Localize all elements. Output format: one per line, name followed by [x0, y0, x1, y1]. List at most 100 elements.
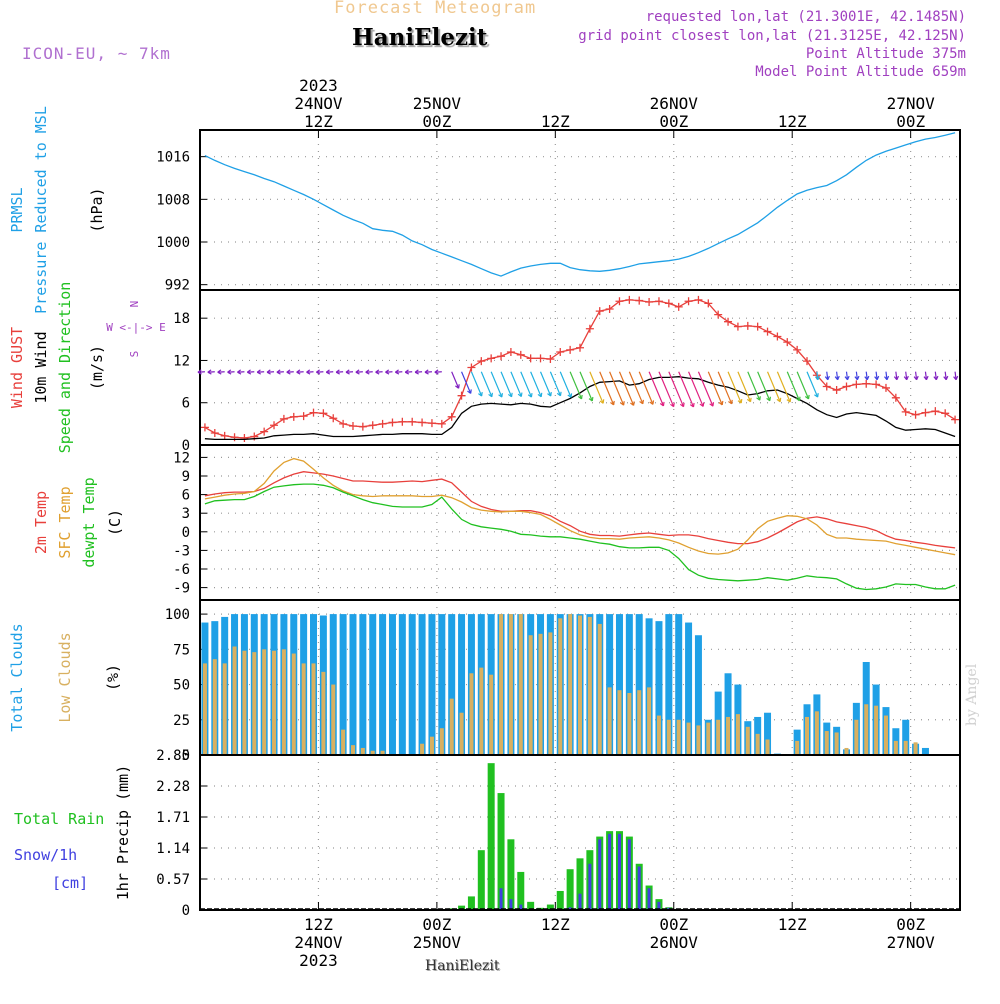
snow-bar	[568, 907, 572, 910]
y-tick-label: 1008	[156, 192, 190, 208]
y-tick-label: 0	[182, 525, 190, 541]
low-cloud-bar	[311, 663, 316, 755]
low-cloud-bar	[360, 747, 365, 755]
wind-arrow	[954, 371, 957, 380]
wind-arrow-head	[854, 375, 860, 381]
rain-bar	[527, 901, 535, 910]
wind-arrow-head	[718, 400, 724, 406]
wind-arrow-head	[345, 369, 350, 375]
wind-arrow-head	[286, 369, 291, 375]
wind-arrow	[549, 371, 562, 396]
low-cloud-bar	[656, 715, 661, 755]
rain-bar	[517, 871, 525, 910]
wind-arrow-head	[795, 396, 801, 402]
gust-marker	[773, 332, 782, 341]
wind-arrow-head	[217, 369, 222, 375]
gust-marker	[674, 302, 683, 311]
axis-label: 10m Wind	[32, 331, 50, 403]
gust-marker	[832, 386, 841, 395]
low-cloud-bar	[252, 652, 257, 755]
gust-marker	[951, 415, 960, 424]
wind-arrow-head	[197, 369, 202, 375]
wind-arrow	[737, 371, 752, 402]
low-cloud-bar	[647, 687, 652, 755]
total-cloud-bar	[685, 622, 693, 755]
low-cloud-bar	[528, 635, 533, 755]
low-cloud-bar	[449, 698, 454, 755]
wind-arrow-head	[756, 396, 761, 401]
low-cloud-bar	[301, 663, 306, 755]
wind-arrow-head	[537, 392, 543, 398]
time-label-top: 12Z	[304, 112, 333, 131]
gust-marker	[921, 408, 930, 417]
total-cloud-bar	[379, 614, 387, 755]
wind-arrow	[500, 371, 513, 398]
gust-marker	[803, 357, 812, 366]
gust-marker	[427, 419, 436, 428]
gust-marker	[605, 305, 614, 314]
gust-marker	[842, 382, 851, 391]
wind-arrow-head	[237, 369, 242, 375]
gust-marker	[289, 412, 298, 421]
gust-marker	[714, 310, 723, 319]
total-cloud-bar	[764, 712, 772, 755]
low-cloud-bar	[874, 705, 879, 755]
total-cloud-bar	[645, 618, 653, 755]
axis-label: PRMSL	[8, 187, 26, 232]
gust-marker	[368, 421, 377, 430]
gust-marker	[477, 357, 486, 366]
wind-arrow	[345, 371, 354, 373]
gust-marker	[664, 299, 673, 308]
panel-frame	[199, 754, 961, 911]
time-label-top: 00Z	[422, 112, 451, 131]
gust-marker	[536, 354, 545, 363]
wind-arrow	[806, 371, 819, 398]
low-cloud-bar	[824, 731, 829, 755]
wind-arrow-head	[659, 401, 665, 407]
wind-arrow	[638, 371, 654, 405]
wind-arrow-head	[610, 400, 615, 406]
snow-bar	[519, 904, 523, 910]
low-cloud-bar	[538, 633, 543, 755]
compass-n: N	[128, 301, 141, 308]
wind-arrow	[668, 371, 685, 407]
gridpoint-coords: grid point closest lon,lat (21.3125E, 42…	[578, 28, 966, 44]
low-cloud-bar	[617, 690, 622, 755]
gust-marker	[911, 410, 920, 419]
low-cloud-bar	[350, 745, 355, 755]
low-cloud-bar	[499, 614, 504, 755]
snow-bar	[667, 907, 671, 910]
wind-arrow-head	[639, 399, 644, 405]
wind-arrow-head	[316, 369, 321, 375]
gust-marker	[615, 297, 624, 306]
gust-marker	[891, 393, 900, 402]
gust-marker	[872, 380, 881, 389]
wind-arrow-head	[355, 369, 360, 375]
low-cloud-bar	[291, 653, 296, 755]
y-tick-label: -3	[173, 543, 190, 559]
gust-marker	[694, 295, 703, 304]
rain-bar	[566, 869, 574, 910]
total-cloud-bar	[349, 614, 357, 755]
wind-arrow-head	[455, 384, 460, 389]
gust-marker	[467, 363, 476, 372]
rain-bar	[497, 793, 505, 910]
wind-arrow	[934, 371, 937, 380]
low-cloud-bar	[262, 649, 267, 755]
wind-arrow-head	[276, 369, 281, 375]
time-label-bottom: 25NOV	[413, 933, 462, 952]
total-cloud-bar	[418, 614, 426, 755]
wind-arrow-head	[266, 369, 271, 375]
y-tick-label: -6	[173, 562, 190, 578]
y-tick-label: 9	[182, 469, 190, 485]
low-cloud-bar	[706, 722, 711, 755]
chart-title: Forecast Meteogram	[334, 0, 537, 18]
wind-arrow-head	[507, 392, 513, 398]
gust-marker	[279, 414, 288, 423]
wind-arrow-head	[864, 375, 870, 381]
wind-arrow-head	[689, 402, 695, 408]
wind-arrow	[688, 371, 704, 407]
wind-arrow-head	[746, 397, 752, 403]
gust-marker	[566, 345, 575, 354]
total-cloud-bar	[339, 614, 347, 755]
